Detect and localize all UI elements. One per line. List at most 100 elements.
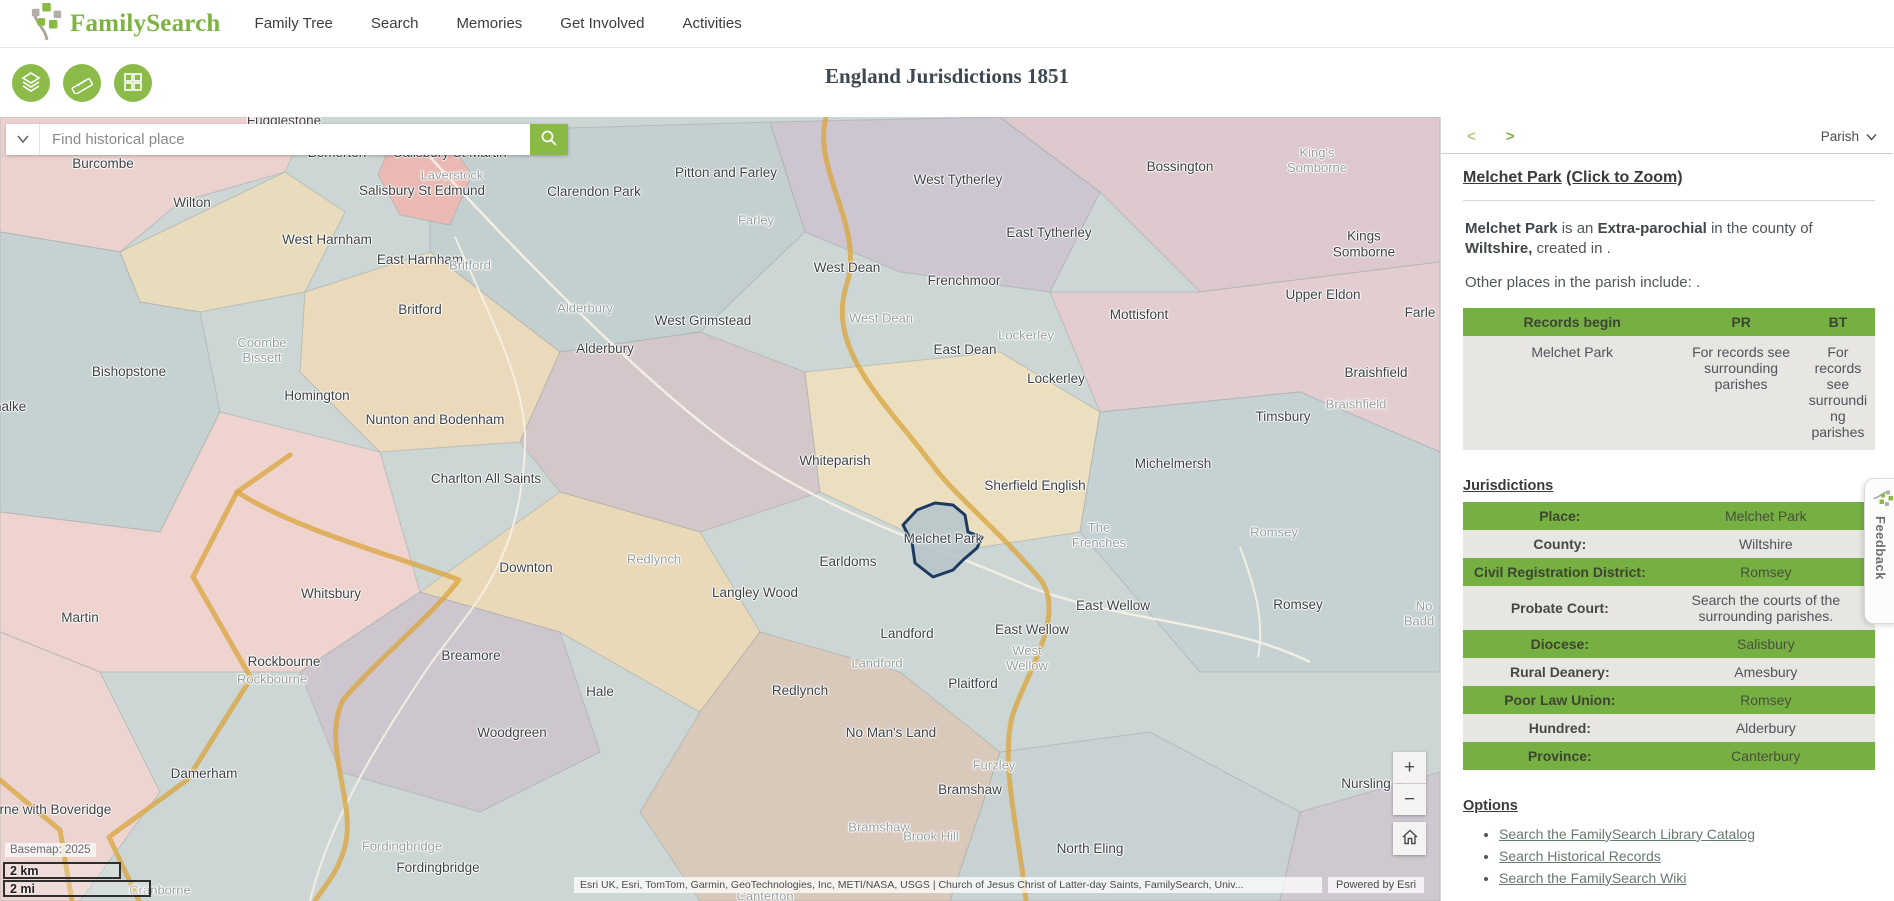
panel-nav: < > Parish — [1441, 117, 1893, 154]
previous-place-button[interactable]: < — [1467, 127, 1476, 145]
jurisdiction-row: Place: Melchet Park — [1463, 501, 1875, 530]
records-cell: Melchet Park — [1463, 335, 1682, 450]
place-title-link[interactable]: Melchet Park — [1463, 169, 1562, 186]
jurisdiction-value: Romsey — [1656, 685, 1875, 714]
feedback-label: Feedback — [1873, 516, 1888, 580]
search-options-dropdown[interactable] — [6, 124, 40, 155]
records-column-header: BT — [1800, 307, 1875, 336]
jurisdiction-level-dropdown[interactable]: Parish — [1821, 129, 1877, 144]
measure-button[interactable] — [63, 64, 101, 102]
powered-by-esri: Powered by Esri — [1328, 877, 1425, 893]
logo-wordmark: FamilySearch — [70, 9, 221, 37]
county-boundary — [0, 117, 1052, 901]
jurisdiction-label: Place: — [1463, 501, 1657, 530]
primary-nav: Family Tree Search Memories Get Involved Act… — [255, 15, 742, 32]
jurisdiction-value: Melchet Park — [1656, 501, 1875, 530]
jurisdiction-row: Civil Registration District: Romsey — [1463, 557, 1875, 586]
zoom-controls: + − — [1393, 752, 1426, 815]
search-button[interactable] — [530, 124, 568, 155]
records-header-row: Records begin PR BT — [1463, 307, 1875, 336]
feedback-tab[interactable]: Feedback — [1864, 478, 1894, 624]
measure-ruler-icon — [70, 70, 94, 97]
jurisdictions-heading: Jurisdictions — [1463, 477, 1554, 494]
search-input[interactable] — [40, 124, 530, 155]
jurisdiction-level-value: Parish — [1820, 128, 1859, 144]
jurisdiction-row: Diocese: Salisbury — [1463, 629, 1875, 658]
jurisdiction-label: Poor Law Union: — [1463, 685, 1657, 714]
option-item: Search Historical Records — [1499, 848, 1875, 866]
grid-button[interactable] — [114, 64, 152, 102]
map-toolbar — [12, 64, 152, 102]
records-cell: For records see surrounding parishes — [1800, 335, 1875, 450]
click-to-zoom-link[interactable]: (Click to Zoom) — [1566, 169, 1683, 186]
place-summary: Melchet Park is an Extra-parochial in th… — [1465, 219, 1873, 259]
jurisdiction-value: Romsey — [1656, 557, 1875, 586]
map-attribution: Esri UK, Esri, TomTom, Garmin, GeoTechno… — [574, 877, 1322, 893]
scalebar-km: 2 km — [3, 862, 121, 879]
jurisdiction-row: County: Wiltshire — [1463, 529, 1875, 558]
nav-family-tree[interactable]: Family Tree — [254, 15, 333, 32]
subheader: England Jurisdictions 1851 — [0, 48, 1894, 117]
jurisdiction-value: Salisbury — [1656, 629, 1875, 658]
jurisdiction-label: Rural Deanery: — [1463, 657, 1657, 686]
home-icon — [1401, 828, 1419, 849]
layers-icon — [19, 70, 43, 97]
options-heading: Options — [1463, 797, 1518, 814]
jurisdiction-label: Hundred: — [1463, 713, 1657, 742]
chevron-down-icon — [1866, 129, 1877, 144]
option-item: Search the FamilySearch Library Catalog — [1499, 826, 1875, 844]
nav-memories[interactable]: Memories — [456, 15, 523, 32]
option-link-search-the-familysearch-wiki[interactable]: Search the FamilySearch Wiki — [1499, 869, 1687, 886]
records-row: Melchet Park For records see surrounding … — [1463, 335, 1875, 450]
jurisdiction-row: Rural Deanery: Amesbury — [1463, 657, 1875, 686]
zoom-out-button[interactable]: − — [1393, 784, 1426, 815]
familysearch-tree-icon — [30, 1, 64, 46]
grid-icon — [122, 71, 144, 96]
familysearch-logo[interactable]: FamilySearch — [30, 1, 221, 46]
familysearch-tree-icon — [1868, 490, 1893, 508]
place-details-panel: < > Parish Melchet Park (Click to Zoom) … — [1440, 117, 1893, 901]
jurisdictions-table: Place: Melchet Park County: Wiltshire Civil … — [1463, 501, 1875, 770]
zoom-in-button[interactable]: + — [1393, 752, 1426, 783]
selected-parish-outline[interactable] — [901, 501, 984, 579]
search-icon — [540, 129, 558, 150]
jurisdiction-label: Civil Registration District: — [1463, 557, 1657, 586]
jurisdiction-label: County: — [1463, 529, 1657, 558]
nav-get-involved[interactable]: Get Involved — [560, 15, 645, 32]
option-link-search-the-familysearch-library-catalog[interactable]: Search the FamilySearch Library Catalog — [1499, 825, 1756, 842]
place-search-bar — [6, 124, 568, 155]
options-list: Search the FamilySearch Library Catalog S… — [1463, 826, 1875, 888]
scalebar-mi: 2 mi — [3, 880, 151, 897]
summary-text: is an — [1557, 220, 1598, 237]
option-link-search-historical-records[interactable]: Search Historical Records — [1499, 847, 1661, 864]
other-places-note: Other places in the parish include: . — [1465, 273, 1701, 291]
map-canvas[interactable]: FugglestoneBurcombeBemertonSalisbury St … — [0, 117, 1440, 901]
jurisdiction-label: Province: — [1463, 741, 1657, 770]
summary-emphasis: Extra-parochial — [1597, 220, 1707, 237]
layers-button[interactable] — [12, 64, 50, 102]
jurisdiction-label: Diocese: — [1463, 629, 1657, 658]
summary-text: in the county of — [1706, 220, 1813, 237]
jurisdiction-value: Alderbury — [1656, 713, 1875, 742]
basemap-year-label: Basemap: 2025 — [5, 843, 96, 857]
records-begin-table: Records begin PR BT Melchet Park For record… — [1463, 307, 1875, 450]
jurisdiction-value: Wiltshire — [1656, 529, 1875, 558]
summary-text: created in . — [1532, 239, 1611, 257]
place-heading: Melchet Park (Click to Zoom) — [1463, 169, 1875, 201]
page-title: England Jurisdictions 1851 — [825, 64, 1069, 88]
basemap-art — [0, 117, 1440, 901]
jurisdiction-row: Hundred: Alderbury — [1463, 713, 1875, 742]
top-nav-bar: FamilySearch Family Tree Search Memories Ge… — [0, 0, 1894, 48]
jurisdiction-row: Province: Canterbury — [1463, 741, 1875, 770]
nav-activities[interactable]: Activities — [682, 15, 742, 32]
default-extent-button[interactable] — [1393, 822, 1426, 855]
jurisdiction-value: Amesbury — [1656, 657, 1875, 686]
jurisdiction-row: Poor Law Union: Romsey — [1463, 685, 1875, 714]
jurisdiction-label: Probate Court: — [1463, 585, 1657, 630]
next-place-button[interactable]: > — [1505, 127, 1515, 145]
records-cell: For records see surrounding parishes — [1681, 335, 1801, 450]
jurisdiction-value: Search the courts of the surrounding par… — [1656, 585, 1875, 630]
option-item: Search the FamilySearch Wiki — [1499, 870, 1875, 888]
nav-search[interactable]: Search — [370, 15, 419, 32]
records-column-header: PR — [1681, 307, 1801, 336]
